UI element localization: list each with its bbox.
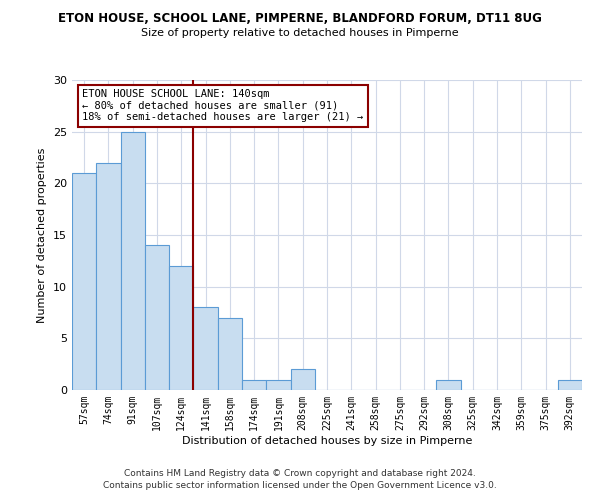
Bar — [436, 380, 461, 390]
Bar — [96, 162, 121, 390]
Text: Contains HM Land Registry data © Crown copyright and database right 2024.: Contains HM Land Registry data © Crown c… — [124, 468, 476, 477]
Text: Size of property relative to detached houses in Pimperne: Size of property relative to detached ho… — [141, 28, 459, 38]
Bar — [558, 380, 582, 390]
Bar — [266, 380, 290, 390]
X-axis label: Distribution of detached houses by size in Pimperne: Distribution of detached houses by size … — [182, 436, 472, 446]
Text: ETON HOUSE SCHOOL LANE: 140sqm
← 80% of detached houses are smaller (91)
18% of : ETON HOUSE SCHOOL LANE: 140sqm ← 80% of … — [82, 90, 364, 122]
Bar — [290, 370, 315, 390]
Text: Contains public sector information licensed under the Open Government Licence v3: Contains public sector information licen… — [103, 481, 497, 490]
Bar — [145, 246, 169, 390]
Bar — [218, 318, 242, 390]
Bar — [242, 380, 266, 390]
Bar — [121, 132, 145, 390]
Text: ETON HOUSE, SCHOOL LANE, PIMPERNE, BLANDFORD FORUM, DT11 8UG: ETON HOUSE, SCHOOL LANE, PIMPERNE, BLAND… — [58, 12, 542, 26]
Bar — [193, 308, 218, 390]
Bar — [169, 266, 193, 390]
Y-axis label: Number of detached properties: Number of detached properties — [37, 148, 47, 322]
Bar — [72, 173, 96, 390]
